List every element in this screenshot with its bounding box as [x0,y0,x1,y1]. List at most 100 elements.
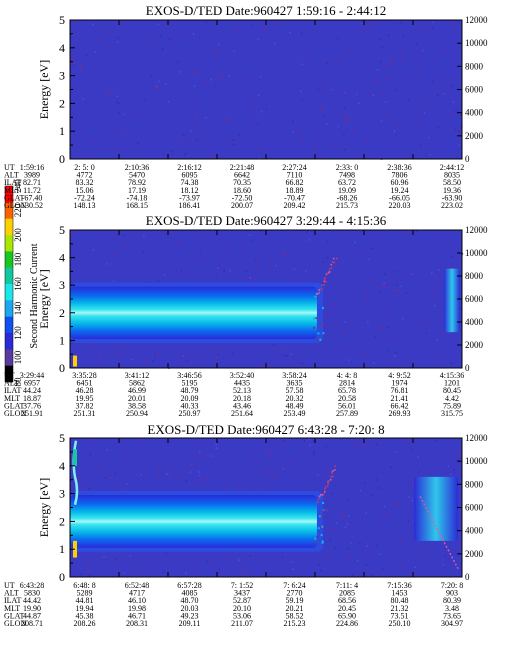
orbit-cell: 2:16:12 [177,163,201,172]
orbit-cell: 7:11: 4 [336,581,358,590]
noise-pixel [395,352,397,354]
noise-pixel [255,259,257,261]
noise-pixel [376,479,378,481]
noise-pixel [304,439,306,442]
noise-pixel [326,62,329,64]
noise-pixel [365,549,367,551]
noise-pixel [254,455,256,458]
orbit-cell: 269.93 [389,409,411,418]
noise-pixel [222,265,225,268]
noise-pixel [432,81,434,83]
noise-pixel [120,489,122,491]
noise-pixel [447,465,450,467]
noise-pixel [458,144,460,146]
streak-pixel [327,480,330,482]
noise-pixel [140,266,142,268]
noise-pixel [410,449,413,451]
noise-pixel [431,272,433,274]
right-patch-trail [419,496,459,569]
noise-pixel [228,81,230,84]
noise-pixel [70,231,72,234]
streak-pixel [328,271,331,273]
streak-pixel [331,261,334,263]
streak-pixel [323,492,325,495]
noise-pixel [234,141,236,144]
orbit-cell: 82.71 [23,178,41,187]
y-tick-label: 1 [59,542,65,556]
orbit-cell: 66.42 [391,401,409,410]
noise-pixel [377,487,380,489]
noise-pixel [374,265,376,268]
noise-pixel [332,144,334,146]
noise-pixel [206,561,208,563]
noise-pixel [365,564,368,566]
orbit-cell: 186.41 [179,201,201,210]
colorbar-segment [5,349,13,366]
band-edge-pixel [319,525,322,528]
noise-pixel [411,78,413,80]
noise-pixel [260,230,262,232]
orbit-cell: 21.41 [391,394,409,403]
noise-pixel [115,148,117,150]
noise-pixel [364,482,366,484]
noise-pixel [385,101,387,103]
noise-pixel [117,352,119,354]
y2-tick-label: 12000 [465,225,488,235]
noise-pixel [393,271,396,273]
noise-pixel [161,49,163,51]
orbit-cell: 6:52:48 [125,581,149,590]
noise-pixel [196,244,199,247]
noise-pixel [423,112,426,114]
noise-pixel [362,326,364,329]
noise-pixel [292,568,294,570]
orbit-cell: 11.72 [23,186,41,195]
noise-pixel [342,334,344,336]
noise-pixel [273,24,275,26]
band-edge-pixel [320,515,323,518]
orbit-cell: 4: 9:52 [388,371,410,380]
noise-pixel [420,319,422,322]
noise-pixel [399,58,402,60]
noise-pixel [319,84,321,86]
noise-pixel [205,21,207,23]
row-label-ilat: ILAT [4,386,21,395]
noise-pixel [190,360,192,363]
noise-pixel [80,573,82,575]
noise-pixel [420,144,422,147]
noise-pixel [329,539,331,542]
noise-pixel [93,343,96,346]
noise-pixel [140,473,142,476]
noise-pixel [193,85,196,87]
noise-pixel [384,513,386,515]
orbit-cell: 3:35:28 [72,371,96,380]
noise-pixel [333,528,336,530]
noise-pixel [226,117,228,119]
noise-pixel [177,61,179,63]
noise-pixel [362,23,364,25]
noise-pixel [246,570,248,572]
noise-pixel [418,471,421,473]
noise-pixel [400,565,402,567]
noise-pixel [326,240,328,242]
noise-pixel [363,281,365,283]
noise-pixel [192,103,195,105]
noise-pixel [293,268,296,270]
noise-pixel [71,34,74,36]
orbit-cell: 250.10 [389,619,411,628]
colorbar-segment [5,300,13,317]
noise-pixel [283,252,285,254]
orbit-cell: 4085 [182,589,198,598]
orbit-cell: 3.48 [445,604,459,613]
noise-pixel [379,38,381,40]
noise-pixel [137,112,140,115]
orbit-table: UT 1:59:16 2: 5: 0 2:10:36 2:16:12 2:21:48 2:2… [4,163,464,210]
noise-pixel [271,469,273,471]
orbit-cell: 8035 [444,171,460,180]
noise-pixel [330,492,333,495]
noise-pixel [428,290,430,292]
noise-pixel [289,31,291,34]
noise-pixel [344,232,346,234]
y-tick-label: 3 [59,278,65,292]
orbit-cell: 4.42 [445,394,459,403]
noise-pixel [167,473,169,476]
